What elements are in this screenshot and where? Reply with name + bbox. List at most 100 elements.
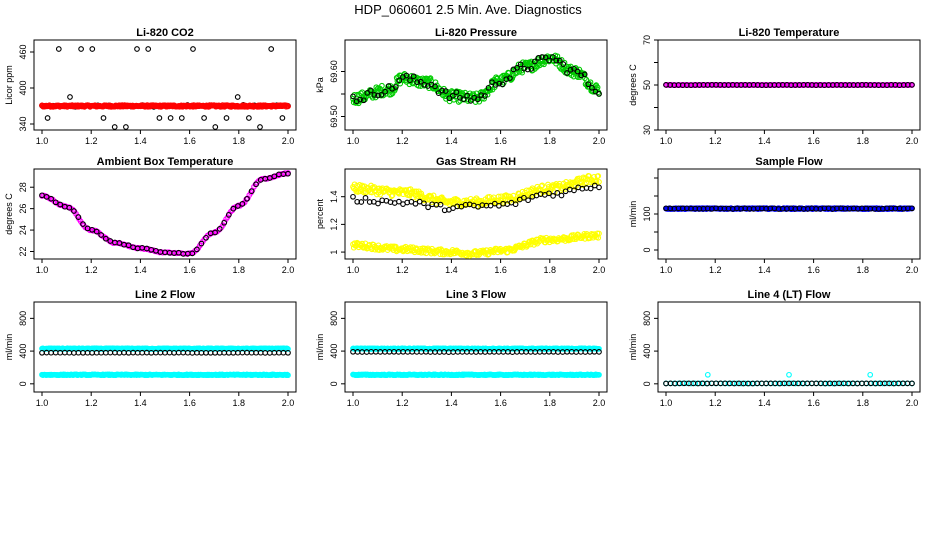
data-point [535, 55, 542, 61]
series-3 [350, 182, 602, 214]
data-point [554, 190, 561, 196]
data-layer [663, 371, 915, 387]
panel-grid: Li-820 CO2 1.0 1.2 1.4 1.6 1.8 2.0 340 400 460 Lic… [4, 27, 921, 408]
series-2 [663, 82, 915, 88]
y-axis-label: ml/min [315, 334, 325, 361]
x-tick-label: 1.6 [183, 265, 196, 275]
data-point [201, 115, 207, 121]
x-tick-label: 1.4 [134, 136, 147, 146]
data-point [379, 82, 385, 89]
x-tick-label: 2.0 [906, 398, 919, 408]
y-axis-label: degrees C [628, 64, 638, 106]
series-2 [663, 380, 915, 387]
panel-title: Li-820 CO2 [136, 27, 193, 39]
x-tick-label: 1.8 [857, 265, 870, 275]
data-point [596, 371, 602, 378]
panel-title: Ambient Box Temperature [97, 156, 234, 168]
panel-title: Sample Flow [755, 156, 823, 168]
x-tick-label: 2.0 [593, 136, 606, 146]
x-tick-label: 2.0 [282, 265, 295, 275]
data-point [75, 214, 82, 220]
data-point [378, 92, 385, 98]
data-point [581, 71, 588, 78]
data-point [560, 61, 567, 67]
data-point [449, 92, 456, 99]
panel-1: Li-820 CO2 1.0 1.2 1.4 1.6 1.8 2.0 340 400 460 Lic… [4, 27, 297, 146]
data-point [412, 200, 419, 207]
data-point [421, 81, 428, 88]
x-tick-label: 1.2 [85, 265, 98, 275]
data-point [485, 84, 492, 91]
x-tick-label: 1.0 [660, 398, 673, 408]
data-point [596, 349, 602, 355]
y-tick-label: 400 [642, 344, 652, 359]
data-point [362, 195, 369, 201]
x-tick-label: 1.0 [36, 136, 49, 146]
y-tick-label: 0 [329, 381, 339, 386]
data-point [189, 250, 196, 257]
series-2 [350, 54, 602, 105]
data-point [216, 226, 223, 232]
data-point [239, 201, 246, 207]
data-point [212, 229, 218, 236]
data-point [178, 115, 185, 121]
data-point [539, 54, 545, 60]
data-point [453, 89, 460, 96]
x-tick-label: 1.0 [660, 136, 673, 146]
data-point [244, 195, 250, 202]
series-2 [350, 230, 602, 259]
data-point [221, 219, 228, 226]
data-point [48, 195, 54, 202]
y-tick-label: 800 [329, 311, 339, 326]
data-point [57, 201, 64, 208]
data-point [225, 212, 232, 218]
x-tick-label: 1.2 [85, 398, 98, 408]
data-point [134, 46, 140, 52]
y-tick-label: 1.2 [329, 218, 339, 231]
data-point [375, 92, 381, 99]
data-point [558, 192, 565, 199]
series-2 [350, 371, 602, 379]
y-tick-label: 400 [329, 344, 339, 359]
data-point [432, 83, 438, 90]
y-axis-label: Licor ppm [4, 65, 14, 105]
data-point [350, 193, 356, 200]
panel-title: Li-820 Temperature [739, 27, 840, 39]
data-point [587, 185, 594, 192]
data-point [98, 232, 105, 238]
data-point [194, 246, 200, 253]
data-point [909, 205, 915, 212]
x-tick-label: 1.2 [396, 265, 409, 275]
panel-4: Ambient Box Temperature 1.0 1.2 1.4 1.6 1.8 2.… [4, 156, 297, 275]
panel-title: Line 2 Flow [135, 289, 195, 301]
y-axis-label: ml/min [628, 201, 638, 228]
data-point [407, 77, 413, 84]
data-point [909, 82, 915, 88]
x-tick-label: 1.8 [233, 136, 246, 146]
data-point [571, 187, 577, 194]
data-point [244, 195, 251, 201]
data-point [596, 345, 602, 352]
plot-frame [657, 168, 921, 260]
data-point [550, 193, 556, 199]
data-point [367, 87, 374, 94]
data-point [67, 94, 73, 100]
y-tick-label: 340 [18, 116, 28, 131]
data-point [564, 70, 570, 76]
data-point [246, 115, 252, 121]
data-point [223, 115, 230, 121]
series-2 [39, 102, 291, 110]
data-point [230, 205, 237, 212]
data-point [116, 240, 123, 246]
data-layer [350, 173, 602, 259]
data-point [102, 235, 109, 242]
panel-5: Gas Stream RH 1.0 1.2 1.4 1.6 1.8 2.0 1 1.2 1.4 pe… [315, 156, 608, 275]
x-tick-label: 1.8 [233, 265, 246, 275]
data-point [78, 46, 84, 52]
data-point [546, 57, 552, 64]
panel-2: Li-820 Pressure 1.0 1.2 1.4 1.6 1.8 2.0 69.50 69… [315, 27, 608, 146]
y-tick-label: 460 [18, 44, 28, 59]
y-tick-label: 26 [18, 204, 28, 214]
data-point [100, 115, 107, 121]
